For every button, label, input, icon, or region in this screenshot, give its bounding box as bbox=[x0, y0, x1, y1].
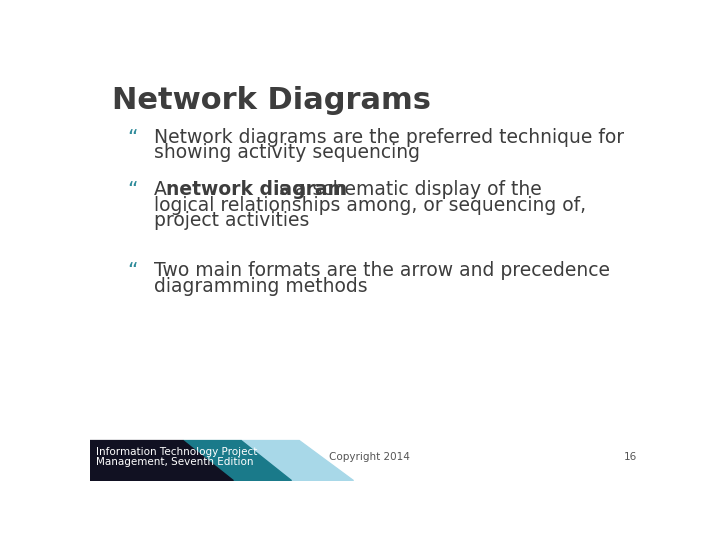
Text: Network Diagrams: Network Diagrams bbox=[112, 85, 431, 114]
Text: “: “ bbox=[127, 180, 138, 199]
Text: is a schematic display of the: is a schematic display of the bbox=[268, 180, 542, 199]
Polygon shape bbox=[183, 441, 292, 481]
Text: Network diagrams are the preferred technique for: Network diagrams are the preferred techn… bbox=[153, 128, 624, 147]
Text: 16: 16 bbox=[624, 453, 637, 462]
Text: diagramming methods: diagramming methods bbox=[153, 276, 367, 295]
Polygon shape bbox=[241, 441, 354, 481]
Text: Two main formats are the arrow and precedence: Two main formats are the arrow and prece… bbox=[153, 261, 610, 280]
Text: showing activity sequencing: showing activity sequencing bbox=[153, 143, 420, 163]
Text: network diagram: network diagram bbox=[166, 180, 347, 199]
Text: “: “ bbox=[127, 128, 138, 147]
Text: Management, Seventh Edition: Management, Seventh Edition bbox=[96, 457, 253, 467]
Text: “: “ bbox=[127, 261, 138, 280]
Text: Information Technology Project: Information Technology Project bbox=[96, 447, 258, 457]
Text: project activities: project activities bbox=[153, 211, 309, 230]
Text: Copyright 2014: Copyright 2014 bbox=[328, 453, 410, 462]
Polygon shape bbox=[90, 441, 233, 481]
Text: A: A bbox=[153, 180, 172, 199]
Text: logical relationships among, or sequencing of,: logical relationships among, or sequenci… bbox=[153, 195, 585, 215]
